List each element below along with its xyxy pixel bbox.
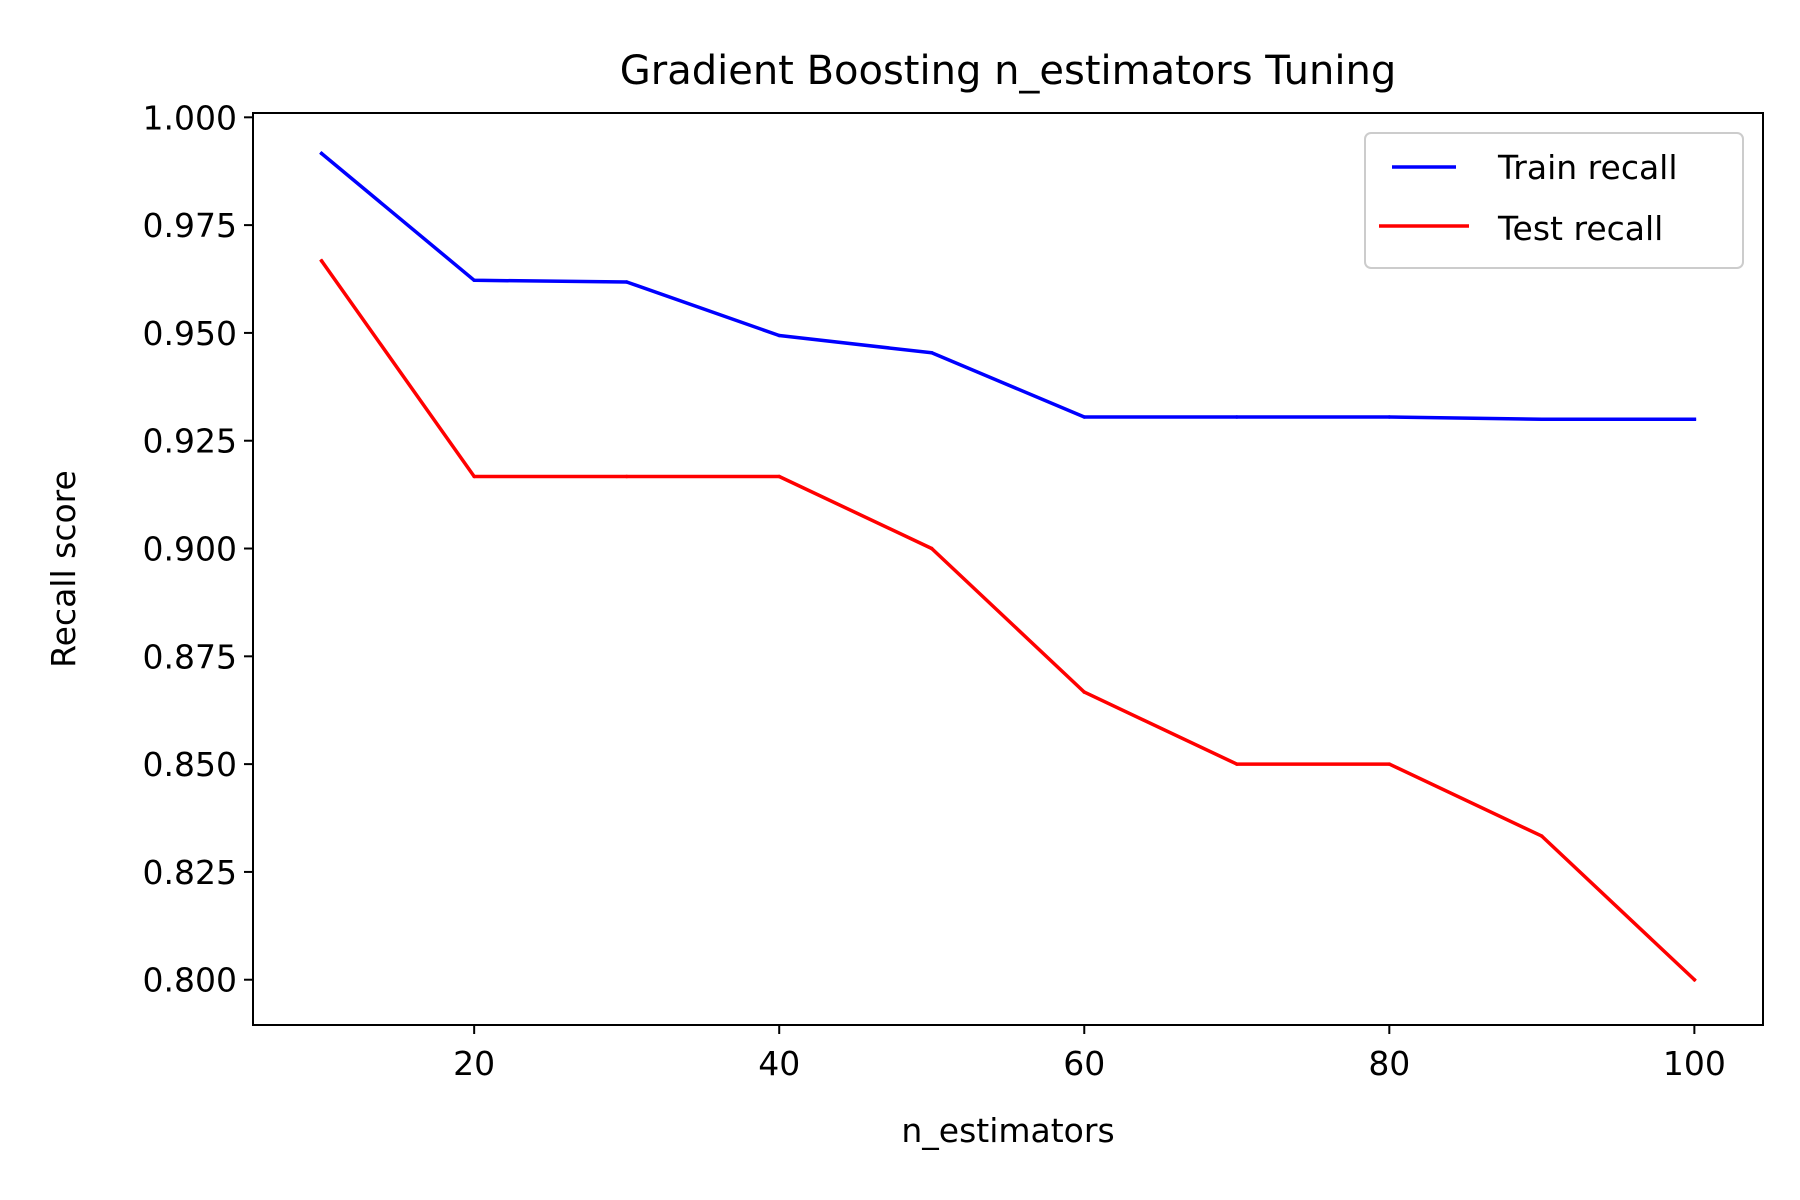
y-axis: 0.800 0.825 0.850 0.875 0.900 0.925 0.950 0.975… (143, 98, 253, 1000)
data-point-train-recall-100 (1692, 417, 1697, 421)
legend-box (1364, 132, 1744, 269)
x-tick-label-80: 80 (1368, 1044, 1410, 1083)
series-layer (319, 151, 1697, 983)
y-tick-label-0.950: 0.950 (143, 314, 237, 353)
data-point-train-recall-10 (319, 151, 324, 156)
data-point-train-recall-60 (1082, 415, 1087, 419)
x-axis: 20 40 60 80 100 (453, 1025, 1726, 1083)
x-tick-label-100: 100 (1663, 1044, 1726, 1083)
x-tick-label-40: 40 (758, 1044, 800, 1083)
data-point-test-recall-70 (1235, 762, 1239, 766)
data-point-test-recall-10 (319, 259, 324, 263)
data-point-test-recall-20 (472, 474, 476, 479)
x-tick-label-60: 60 (1063, 1044, 1105, 1083)
y-tick-label-0.800: 0.800 (143, 961, 237, 1000)
y-tick-label-1.000: 1.000 (143, 98, 237, 137)
data-point-train-recall-70 (1235, 415, 1239, 419)
y-tick-label-0.850: 0.850 (143, 745, 237, 784)
data-point-test-recall-40 (777, 474, 781, 479)
data-point-train-recall-90 (1540, 417, 1544, 421)
y-tick-label-0.825: 0.825 (143, 853, 237, 892)
y-tick-label-0.900: 0.900 (143, 530, 237, 569)
data-point-test-recall-30 (624, 474, 629, 479)
y-axis-label: Recall score (44, 470, 83, 668)
plot-area-frame (252, 112, 1764, 1026)
data-point-train-recall-30 (624, 280, 629, 284)
data-point-test-recall-100 (1692, 977, 1697, 982)
data-point-test-recall-60 (1082, 690, 1087, 694)
x-tick-label-20: 20 (453, 1044, 495, 1083)
x-axis-label: n_estimators (901, 1111, 1114, 1150)
legend-label-train-recall: Train recall (1497, 148, 1678, 187)
data-point-test-recall-90 (1540, 834, 1544, 838)
chart-title: Gradient Boosting n_estimators Tuning (620, 48, 1396, 94)
data-point-test-recall-80 (1387, 762, 1392, 766)
data-point-train-recall-80 (1387, 415, 1392, 419)
data-point-train-recall-40 (777, 333, 781, 338)
data-point-train-recall-20 (472, 278, 476, 283)
y-tick-label-0.925: 0.925 (143, 422, 237, 461)
y-tick-label-0.975: 0.975 (143, 206, 237, 245)
series-line-train-recall (319, 151, 1697, 421)
legend: Train recall Test recall (1364, 132, 1744, 269)
legend-label-test-recall: Test recall (1497, 209, 1663, 248)
data-point-train-recall-50 (929, 351, 934, 355)
data-point-test-recall-50 (929, 546, 934, 551)
y-tick-label-0.875: 0.875 (143, 637, 237, 676)
series-line-test-recall (319, 258, 1697, 983)
